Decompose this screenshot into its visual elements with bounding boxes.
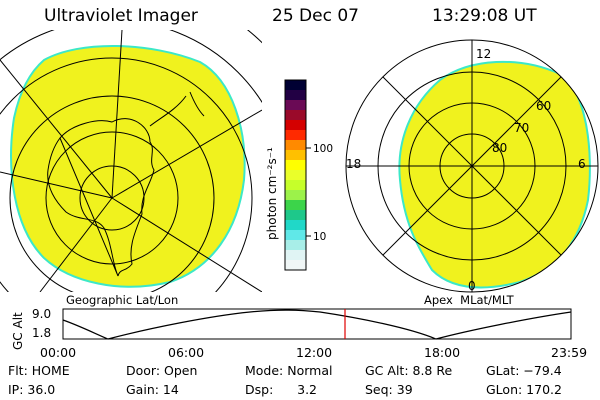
colorbar-segment — [285, 260, 306, 271]
apex-polar-panel: 12 18 6 0 60 70 80 — [345, 39, 599, 293]
mlat-label-80: 80 — [492, 141, 507, 155]
colorbar-segment — [285, 130, 306, 141]
mode-status: Mode: Normal — [245, 363, 333, 378]
colorbar-segment — [285, 110, 306, 121]
altitude-curve — [62, 309, 572, 340]
date-label: 25 Dec 07 — [272, 6, 359, 26]
dsp-readout: Dsp: 3.2 — [245, 382, 318, 397]
glat-readout: GLat: −79.4 — [486, 363, 562, 378]
geographic-map-panel — [0, 30, 262, 292]
colorbar-segment — [285, 120, 306, 131]
alt-ytick-low: 1.8 — [32, 326, 51, 340]
altitude-strip: GC Alt 9.0 1.8 00:00 06:00 12:00 18:00 2… — [11, 307, 587, 360]
time-tick-2359: 23:59 — [551, 345, 587, 360]
colorbar-tick-10: 10 — [313, 231, 326, 243]
gc-alt-readout: GC Alt: 8.8 Re — [365, 363, 453, 378]
alt-ytick-high: 9.0 — [32, 307, 51, 321]
mlt-label-12: 12 — [476, 47, 491, 61]
time-label: 13:29:08 UT — [432, 6, 537, 26]
apex-panel-label: Apex MLat/MLT — [424, 293, 515, 307]
colorbar-unit-label: photon cm⁻²s⁻¹ — [265, 147, 279, 240]
app-title: Ultraviolet Imager — [44, 6, 198, 26]
time-tick-0000: 00:00 — [40, 345, 76, 360]
gain-readout: Gain: 14 — [126, 382, 179, 397]
glon-readout: GLon: 170.2 — [486, 382, 562, 397]
mlat-label-60: 60 — [536, 99, 551, 113]
mlt-label-18: 18 — [346, 157, 361, 171]
colorbar: 100 10 photon cm⁻²s⁻¹ — [265, 79, 333, 271]
colorbar-segment — [285, 80, 306, 91]
time-tick-1800: 18:00 — [424, 345, 460, 360]
door-status: Door: Open — [126, 363, 198, 378]
alt-ylabel: GC Alt — [11, 312, 25, 350]
time-tick-1200: 12:00 — [296, 345, 332, 360]
colorbar-segment — [285, 190, 306, 201]
mlat-label-70: 70 — [514, 121, 529, 135]
geo-uv-image — [10, 44, 246, 288]
flight-status: Flt: HOME — [8, 363, 70, 378]
colorbar-segment — [285, 200, 306, 211]
colorbar-segment — [285, 90, 306, 101]
colorbar-segment — [285, 160, 306, 171]
colorbar-segment — [285, 220, 306, 231]
colorbar-segment — [285, 180, 306, 191]
mlt-label-0: 0 — [468, 279, 476, 293]
geo-panel-label: Geographic Lat/Lon — [66, 293, 178, 307]
time-tick-0600: 06:00 — [168, 345, 204, 360]
colorbar-tick-100: 100 — [313, 143, 333, 155]
colorbar-segment — [285, 210, 306, 221]
seq-readout: Seq: 39 — [365, 382, 413, 397]
colorbar-segment — [285, 240, 306, 251]
colorbar-segment — [285, 170, 306, 181]
apex-uv-image — [398, 60, 591, 289]
colorbar-segment — [285, 100, 306, 111]
ip-readout: IP: 36.0 — [8, 382, 56, 397]
colorbar-segment — [285, 150, 306, 161]
mlt-label-6: 6 — [578, 157, 586, 171]
colorbar-segment — [285, 140, 306, 151]
colorbar-segment — [285, 250, 306, 261]
colorbar-segment — [285, 230, 306, 241]
